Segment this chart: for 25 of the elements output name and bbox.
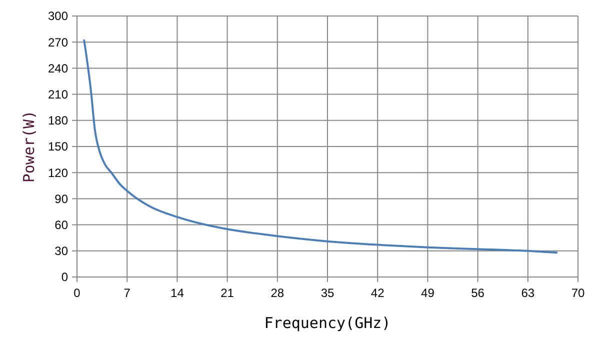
y-tick-label: 30 <box>54 244 68 258</box>
x-tick-label: 56 <box>471 286 485 300</box>
x-tick-label: 49 <box>421 286 435 300</box>
y-tick-label: 120 <box>48 166 68 180</box>
y-axis-title: Power(W) <box>20 110 38 183</box>
x-tick-label: 14 <box>170 286 184 300</box>
x-tick-label: 0 <box>74 286 81 300</box>
y-tick-label: 60 <box>54 218 68 232</box>
x-tick-label: 63 <box>521 286 535 300</box>
y-tick-label: 150 <box>48 140 68 154</box>
x-tick-label: 21 <box>220 286 234 300</box>
x-tick-label: 70 <box>571 286 585 300</box>
y-tick-label: 0 <box>61 270 68 284</box>
y-tick-label: 240 <box>48 61 68 76</box>
x-tick-label: 28 <box>270 286 284 300</box>
line-series <box>83 39 558 254</box>
x-tick-label: 42 <box>370 286 385 300</box>
y-tick-label: 90 <box>54 192 68 206</box>
x-tick-label: 7 <box>124 286 131 300</box>
x-tick-label: 35 <box>320 286 334 300</box>
y-tick-label: 180 <box>48 114 68 128</box>
y-tick-label: 300 <box>48 9 68 24</box>
x-axis-title: Frequency(GHz) <box>264 314 391 332</box>
y-tick-label: 210 <box>48 88 68 102</box>
y-tick-label: 270 <box>48 35 68 50</box>
